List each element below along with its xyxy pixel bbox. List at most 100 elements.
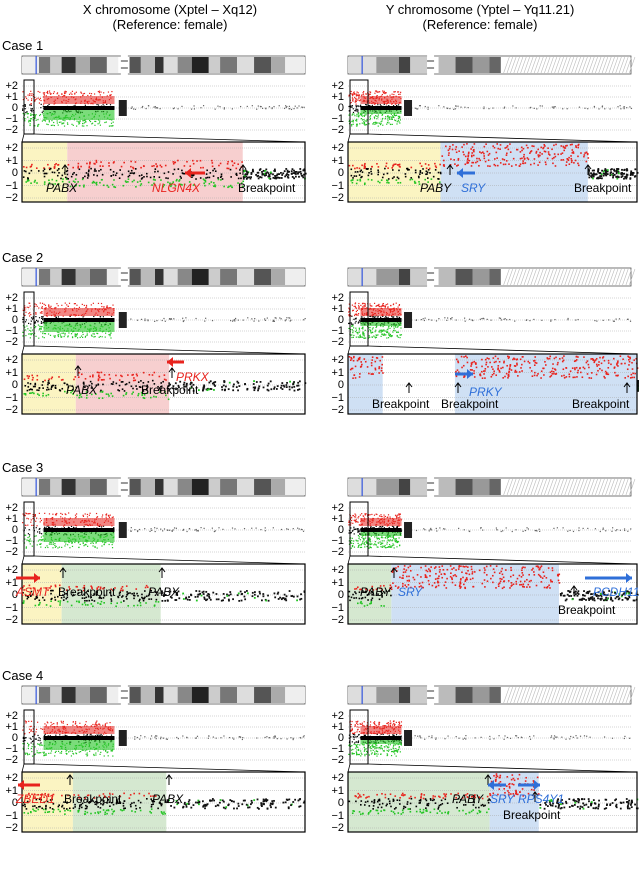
data-point bbox=[350, 90, 352, 93]
data-point bbox=[52, 547, 54, 549]
data-point bbox=[522, 162, 525, 165]
chromosome-band bbox=[376, 57, 399, 73]
data-point bbox=[379, 359, 382, 362]
data-point bbox=[356, 313, 358, 315]
data-point bbox=[398, 93, 400, 96]
data-point bbox=[198, 590, 201, 593]
data-point bbox=[507, 373, 510, 376]
data-point bbox=[23, 170, 26, 172]
data-point bbox=[393, 326, 395, 328]
data-point bbox=[261, 599, 263, 602]
data-point bbox=[366, 168, 368, 170]
data-point bbox=[226, 167, 229, 170]
data-point bbox=[364, 124, 366, 126]
data-point bbox=[364, 329, 366, 331]
data-point bbox=[358, 114, 360, 116]
data-point bbox=[630, 170, 633, 173]
data-point bbox=[145, 172, 148, 175]
data-point bbox=[38, 387, 41, 389]
sparse-point bbox=[279, 317, 281, 319]
data-point bbox=[389, 546, 392, 548]
data-point bbox=[202, 388, 205, 391]
sparse-point bbox=[247, 317, 249, 319]
data-point bbox=[364, 120, 366, 122]
data-point bbox=[539, 151, 541, 154]
data-point bbox=[355, 539, 357, 541]
data-point bbox=[497, 357, 499, 360]
data-point bbox=[363, 183, 366, 186]
data-point bbox=[31, 98, 33, 100]
heterochromatin-hatch bbox=[520, 268, 527, 286]
data-point bbox=[602, 174, 605, 177]
data-point bbox=[24, 527, 26, 529]
data-point bbox=[60, 379, 63, 381]
sparse-point bbox=[567, 319, 569, 321]
data-point bbox=[590, 377, 593, 379]
data-point bbox=[463, 356, 465, 358]
data-point bbox=[198, 593, 200, 596]
chromosome-ideogram bbox=[347, 477, 636, 497]
data-point bbox=[31, 332, 33, 335]
data-point bbox=[498, 369, 501, 372]
data-point bbox=[351, 114, 353, 116]
chromosome-ideogram bbox=[21, 267, 306, 287]
data-point bbox=[35, 167, 38, 169]
data-point bbox=[41, 316, 43, 318]
chromosome-band bbox=[220, 57, 238, 73]
data-point bbox=[374, 368, 377, 371]
data-point bbox=[102, 541, 104, 543]
data-point bbox=[42, 392, 44, 395]
data-point bbox=[373, 335, 375, 337]
data-point bbox=[64, 95, 66, 97]
data-point bbox=[121, 595, 124, 597]
data-point bbox=[30, 108, 32, 110]
sparse-point bbox=[509, 318, 511, 321]
data-point bbox=[22, 317, 24, 319]
gene-arrowhead bbox=[457, 168, 463, 178]
data-point bbox=[85, 304, 88, 307]
sparse-point bbox=[541, 319, 543, 321]
data-point bbox=[280, 177, 283, 179]
data-point bbox=[356, 332, 358, 334]
data-point bbox=[219, 176, 222, 179]
data-point bbox=[419, 162, 421, 165]
data-point bbox=[188, 389, 190, 391]
data-point bbox=[582, 366, 585, 369]
data-point bbox=[592, 177, 594, 180]
data-point bbox=[195, 178, 197, 180]
data-point bbox=[354, 365, 357, 368]
data-point bbox=[23, 378, 26, 381]
data-point bbox=[99, 596, 101, 598]
data-point bbox=[267, 389, 270, 392]
data-point bbox=[280, 384, 283, 387]
data-point bbox=[71, 123, 73, 125]
data-point bbox=[106, 95, 108, 97]
data-point bbox=[386, 179, 388, 182]
heterochromatin-hatch bbox=[618, 478, 626, 496]
data-point bbox=[34, 115, 37, 117]
data-point bbox=[153, 176, 156, 178]
data-point bbox=[139, 604, 142, 607]
data-point bbox=[95, 183, 98, 186]
data-point bbox=[375, 329, 377, 331]
data-point bbox=[363, 305, 365, 307]
data-point bbox=[61, 180, 64, 183]
data-point bbox=[362, 334, 364, 336]
data-point bbox=[612, 174, 615, 177]
data-point bbox=[73, 303, 75, 305]
chromosome-band bbox=[285, 57, 305, 73]
data-point bbox=[281, 597, 284, 600]
data-point bbox=[97, 375, 100, 378]
data-point bbox=[387, 306, 389, 308]
data-point bbox=[72, 124, 74, 126]
data-point bbox=[93, 336, 95, 338]
data-point bbox=[535, 152, 538, 154]
data-point bbox=[435, 166, 438, 169]
data-point bbox=[357, 95, 359, 97]
data-point bbox=[629, 357, 631, 360]
data-point bbox=[48, 90, 51, 92]
sparse-point bbox=[303, 106, 305, 108]
data-point bbox=[66, 600, 69, 603]
data-point bbox=[108, 165, 110, 167]
data-point bbox=[34, 382, 37, 385]
